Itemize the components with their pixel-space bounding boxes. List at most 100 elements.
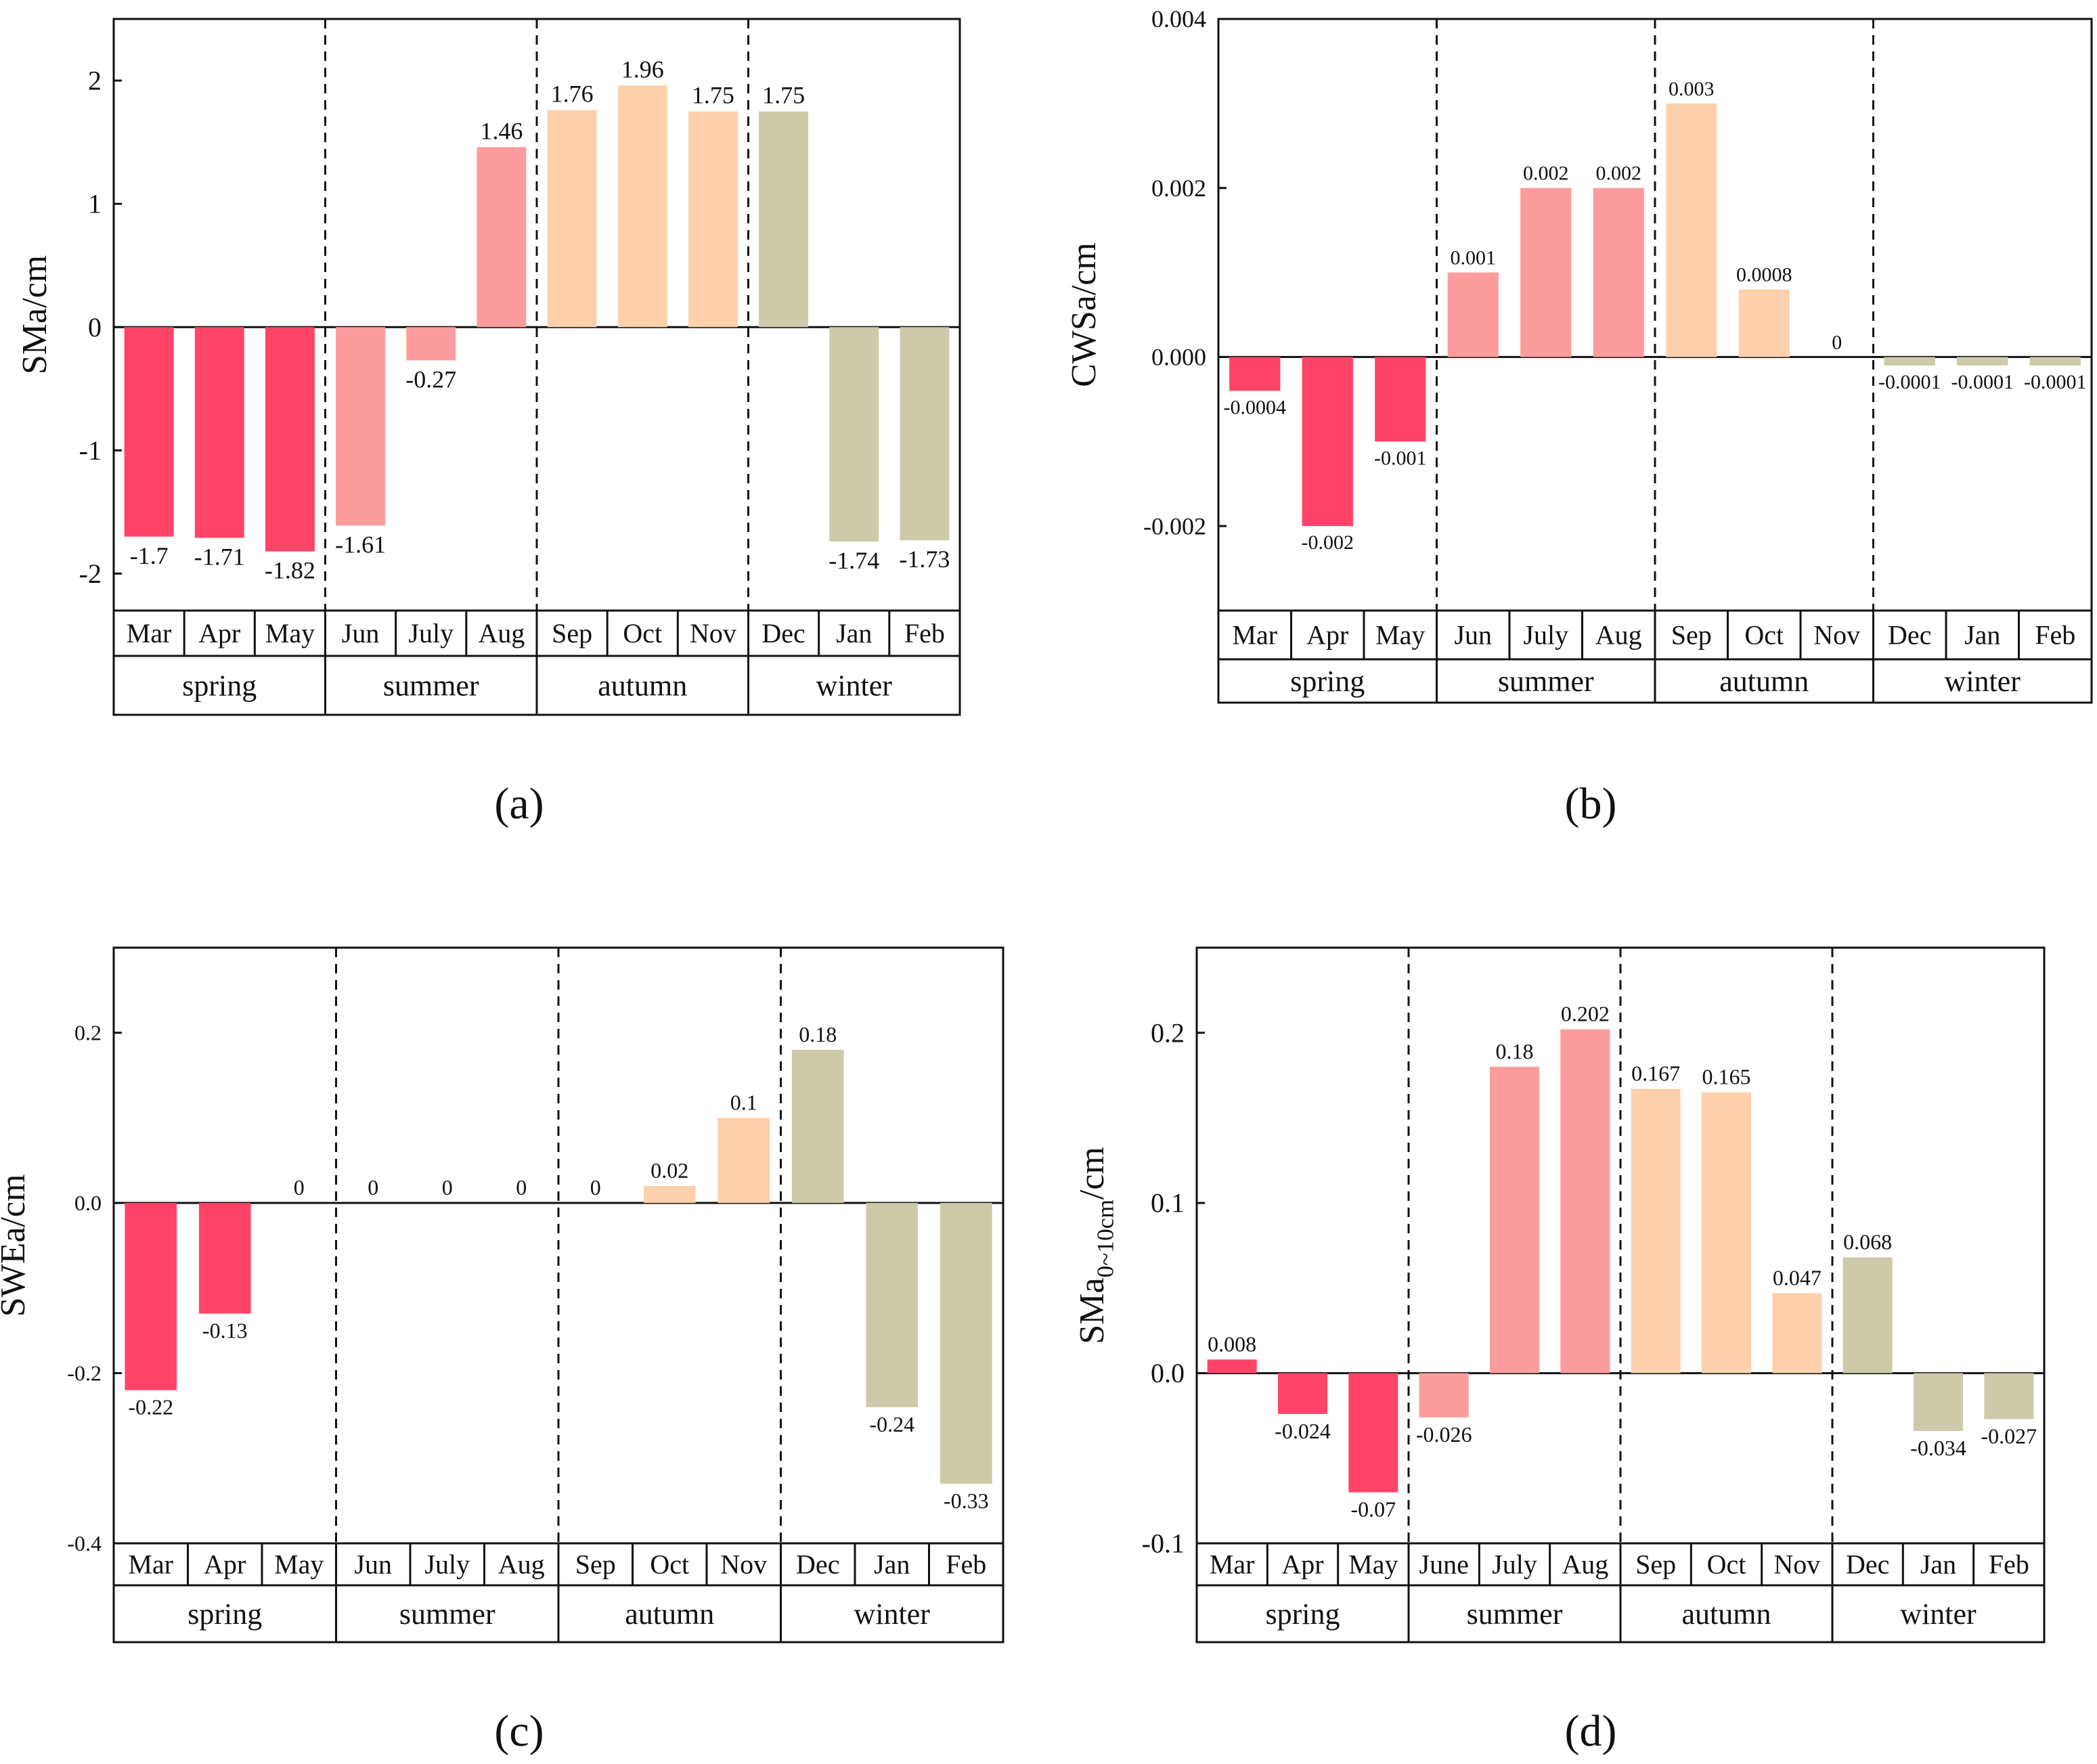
chart-panel-d: -0.1 0.0 0.1 0.2 SMa0~10cm/cm 0.008 Mar -0.024 A… <box>1073 946 2046 1644</box>
y-tick-label: 1 <box>88 189 102 219</box>
y-axis-label: SMa0~10cm/cm <box>1073 1147 1119 1344</box>
y-tick-label: 0.0 <box>74 1191 102 1215</box>
bar-sep <box>1631 1088 1681 1373</box>
data-label: -1.82 <box>265 557 315 584</box>
month-label: Feb <box>2035 620 2075 651</box>
month-label: Nov <box>1773 1549 1820 1580</box>
season-label: winter <box>1900 1597 1977 1631</box>
bar-oct <box>1738 289 1790 357</box>
bar-feb <box>900 327 950 541</box>
month-label: Nov <box>690 618 736 648</box>
season-label: spring <box>1266 1597 1340 1631</box>
y-tick-label: 0 <box>88 312 102 343</box>
month-label: Mar <box>128 1549 173 1580</box>
season-label: autumn <box>625 1597 714 1631</box>
month-label: Apr <box>1306 620 1348 651</box>
month-label: May <box>265 618 315 648</box>
panel-label-c: (c) <box>494 1706 544 1756</box>
month-label: Apr <box>198 618 240 648</box>
season-label: summer <box>399 1597 495 1631</box>
data-label: -0.034 <box>1910 1436 1966 1460</box>
data-label: 0.18 <box>1496 1039 1534 1063</box>
y-tick-label: 0.004 <box>1151 5 1206 32</box>
season-label: winter <box>816 669 893 702</box>
y-tick-label: 0.0 <box>1151 1358 1185 1388</box>
month-label: Nov <box>720 1549 767 1580</box>
month-label: Oct <box>1707 1549 1746 1580</box>
bar-jun <box>1447 272 1499 357</box>
month-label: Dec <box>1846 1549 1889 1580</box>
month-label: July <box>1492 1549 1537 1580</box>
bar-mar <box>1229 357 1281 391</box>
data-label: 1.75 <box>692 82 734 109</box>
bar-aug <box>1560 1029 1610 1373</box>
month-label: Dec <box>796 1549 839 1580</box>
month-label: Jun <box>354 1549 392 1580</box>
month-label: Feb <box>904 618 945 648</box>
bar-mar <box>125 1203 177 1390</box>
month-label: May <box>274 1549 324 1580</box>
bar-aug <box>1593 188 1644 357</box>
data-label: -1.7 <box>130 542 169 569</box>
month-label: Aug <box>1562 1549 1608 1580</box>
y-tick-label: 2 <box>88 66 102 96</box>
y-tick-label: 0.1 <box>1151 1188 1185 1218</box>
data-label: 0.0008 <box>1736 264 1792 286</box>
month-label: Apr <box>204 1549 246 1580</box>
bar-jun <box>336 327 386 526</box>
panel-label-b: (b) <box>1564 779 1617 829</box>
data-label: 0 <box>442 1175 453 1199</box>
data-label: 0.002 <box>1523 162 1569 185</box>
data-label: -0.24 <box>869 1412 914 1436</box>
bar-apr <box>198 1203 251 1314</box>
month-label: Mar <box>1210 1549 1255 1580</box>
month-label: Mar <box>1232 620 1277 651</box>
data-label: 0.165 <box>1702 1065 1751 1089</box>
bar-feb <box>940 1203 992 1484</box>
month-label: Feb <box>946 1549 986 1580</box>
data-label: 0 <box>590 1175 601 1199</box>
month-label: Jun <box>1454 620 1492 651</box>
month-label: Oct <box>1744 620 1784 651</box>
data-label: 1.75 <box>762 82 805 109</box>
data-label: -1.74 <box>829 547 879 574</box>
month-label: May <box>1375 620 1425 651</box>
month-label: Oct <box>623 618 662 648</box>
bar-oct <box>1701 1092 1752 1373</box>
data-label: -0.0001 <box>1878 371 1941 393</box>
season-label: spring <box>182 669 257 702</box>
season-label: autumn <box>598 669 687 702</box>
bar-feb <box>1984 1373 2034 1419</box>
bar-jan <box>829 327 879 542</box>
month-label: July <box>408 618 454 648</box>
data-label: 0.008 <box>1208 1331 1256 1356</box>
bar-july <box>406 327 456 361</box>
bar-sep <box>547 110 597 328</box>
month-label: Sep <box>575 1549 616 1580</box>
bar-jan <box>866 1203 919 1407</box>
month-label: Apr <box>1281 1549 1323 1580</box>
data-label: 0.047 <box>1773 1265 1822 1289</box>
season-label: autumn <box>1719 665 1809 698</box>
data-label: -0.33 <box>944 1489 989 1513</box>
season-label: winter <box>1945 665 2021 698</box>
data-label: 0.02 <box>650 1158 688 1183</box>
data-label: 0.18 <box>799 1022 837 1046</box>
data-label: -0.002 <box>1302 531 1354 554</box>
y-tick-label: -0.2 <box>67 1361 102 1385</box>
data-label: 0.167 <box>1631 1061 1680 1086</box>
y-axis-label: CWSa/cm <box>1065 242 1103 387</box>
y-tick-label: 0.000 <box>1151 344 1206 371</box>
season-label: winter <box>854 1597 931 1631</box>
data-label: 0.068 <box>1843 1230 1892 1254</box>
data-label: 0 <box>516 1175 527 1199</box>
data-label: -0.0004 <box>1224 396 1287 418</box>
bar-apr <box>1302 357 1353 527</box>
bar-apr <box>194 327 244 538</box>
data-label: -0.001 <box>1374 447 1427 469</box>
data-label: -1.71 <box>194 544 245 571</box>
bar-dec <box>1842 1257 1893 1373</box>
data-label: 0 <box>294 1175 305 1199</box>
y-tick-label: -2 <box>79 558 102 589</box>
